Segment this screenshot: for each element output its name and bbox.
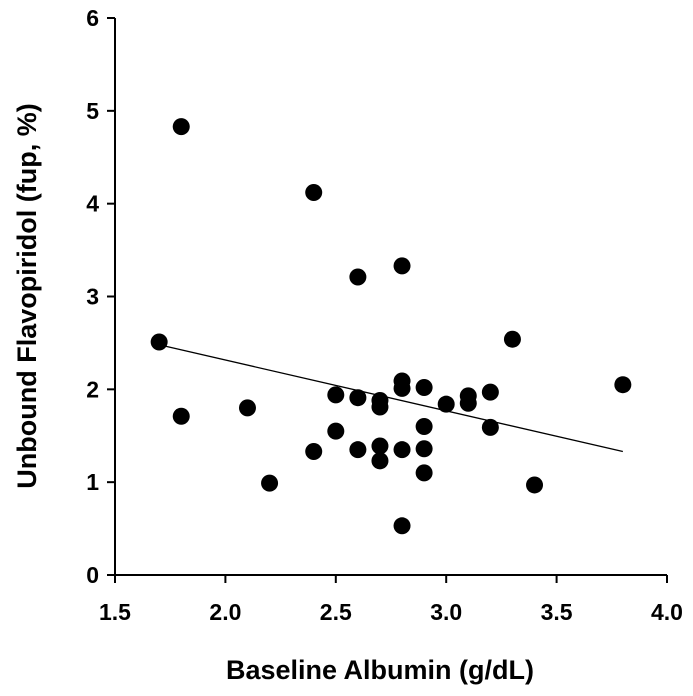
data-point <box>481 418 499 436</box>
y-tick-label: 0 <box>86 562 99 588</box>
data-point <box>305 443 323 461</box>
y-tick-label: 3 <box>86 284 99 310</box>
data-points <box>150 118 632 535</box>
y-tick-label: 4 <box>86 191 99 217</box>
y-tick-label: 1 <box>86 469 99 495</box>
axes <box>114 18 667 576</box>
x-axis-title: Baseline Albumin (g/dL) <box>226 655 534 685</box>
x-tick-label: 3.0 <box>430 599 462 625</box>
data-point <box>393 257 411 275</box>
data-point <box>371 437 389 455</box>
data-point <box>459 394 477 412</box>
data-point <box>393 379 411 397</box>
data-point <box>349 268 367 286</box>
x-tick-label: 3.5 <box>541 599 573 625</box>
data-point <box>481 383 499 401</box>
x-tick-label: 2.0 <box>209 599 241 625</box>
data-point <box>327 422 345 440</box>
y-tick-label: 5 <box>86 98 99 124</box>
data-point <box>305 184 323 202</box>
trendline-group <box>159 344 623 453</box>
x-tick-label: 2.5 <box>320 599 352 625</box>
data-point <box>238 399 256 417</box>
data-point <box>415 464 433 482</box>
data-point <box>393 441 411 459</box>
y-tick-label: 2 <box>86 376 99 402</box>
data-point <box>150 333 168 351</box>
data-point <box>261 474 279 492</box>
data-point <box>437 395 455 413</box>
data-point <box>327 386 345 404</box>
data-point <box>526 476 544 494</box>
data-point <box>172 407 190 425</box>
y-axis-title: Unbound Flavopiridol (fup, %) <box>12 103 42 488</box>
y-tick-label: 6 <box>86 5 99 31</box>
x-tick-label: 1.5 <box>99 599 131 625</box>
data-point <box>371 452 389 470</box>
data-point <box>371 398 389 416</box>
data-point <box>415 417 433 435</box>
data-point <box>415 440 433 458</box>
data-point <box>349 441 367 459</box>
data-point <box>349 389 367 407</box>
tick-marks <box>107 17 668 583</box>
data-point <box>172 118 190 136</box>
trendline <box>159 344 623 453</box>
tick-labels: 0 1 2 3 4 5 6 1.5 2.0 2.5 3.0 3.5 4.0 <box>86 5 683 625</box>
data-point <box>614 376 632 394</box>
x-tick-label: 4.0 <box>651 599 683 625</box>
data-point <box>393 517 411 535</box>
data-point <box>415 378 433 396</box>
data-point <box>503 330 521 348</box>
